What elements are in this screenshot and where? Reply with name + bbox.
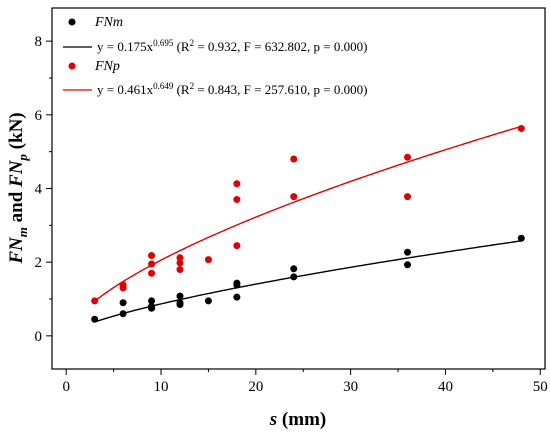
point-p-2	[119, 281, 127, 289]
y-tick-label-8: 8	[35, 34, 43, 50]
point-p-12	[233, 180, 241, 188]
fit-curves	[94, 125, 522, 323]
legend-marker-fnp	[68, 62, 76, 70]
fit-curve-m	[94, 240, 522, 323]
point-p-11	[233, 196, 241, 204]
y-tick-label-6: 6	[35, 108, 43, 124]
point-m-2	[119, 299, 127, 307]
point-p-14	[290, 155, 298, 163]
point-m-13	[290, 273, 298, 281]
point-m-1	[119, 310, 127, 318]
point-m-16	[404, 248, 412, 256]
x-tick-label-20: 20	[248, 379, 263, 395]
point-m-8	[176, 292, 184, 300]
point-m-10	[233, 293, 241, 301]
point-p-6	[176, 266, 184, 274]
x-tick-label-0: 0	[62, 379, 70, 395]
point-m-5	[148, 297, 156, 305]
legend-fit-fnm: y = 0.175x0.695 (R2 = 0.932, F = 632.802…	[97, 38, 367, 54]
point-m-12	[233, 279, 241, 287]
legend-box	[60, 12, 420, 100]
point-p-9	[204, 256, 212, 264]
x-tick-label-40: 40	[438, 379, 453, 395]
point-m-17	[517, 234, 525, 242]
y-tick-label-0: 0	[35, 329, 43, 345]
x-tick-label-10: 10	[154, 379, 169, 395]
legend-label-fnm: FNm	[94, 15, 123, 30]
legend: FNm y = 0.175x0.695 (R2 = 0.932, F = 632…	[60, 12, 420, 100]
point-p-0	[91, 297, 99, 305]
point-m-9	[204, 297, 212, 305]
point-p-16	[404, 153, 412, 161]
point-p-13	[290, 193, 298, 201]
point-m-4	[148, 302, 156, 310]
legend-marker-fnm	[68, 18, 76, 26]
point-p-3	[148, 269, 156, 277]
point-p-4	[148, 260, 156, 268]
x-axis-title: s (mm)	[269, 409, 326, 430]
data-points	[91, 124, 525, 323]
point-p-10	[233, 242, 241, 250]
legend-label-fnp: FNp	[94, 59, 120, 74]
point-p-7	[176, 259, 184, 267]
point-p-17	[517, 124, 525, 132]
axis-ticks: 0 10 20 30 40 50 0 2 4 6 8	[35, 34, 548, 395]
point-p-8	[176, 254, 184, 262]
fit-curve-p	[94, 125, 522, 302]
point-m-0	[91, 315, 99, 323]
point-p-15	[404, 193, 412, 201]
point-m-14	[290, 265, 298, 273]
y-axis-title: FNm and FNp (kN)	[6, 112, 30, 264]
point-p-5	[148, 252, 156, 260]
x-tick-label-50: 50	[533, 379, 548, 395]
x-tick-label-30: 30	[343, 379, 358, 395]
point-m-15	[404, 261, 412, 269]
y-tick-label-2: 2	[35, 255, 43, 271]
point-m-7	[176, 299, 184, 307]
legend-fit-fnp: y = 0.461x0.649 (R2 = 0.843, F = 257.610…	[97, 81, 367, 97]
y-tick-label-4: 4	[35, 182, 43, 198]
